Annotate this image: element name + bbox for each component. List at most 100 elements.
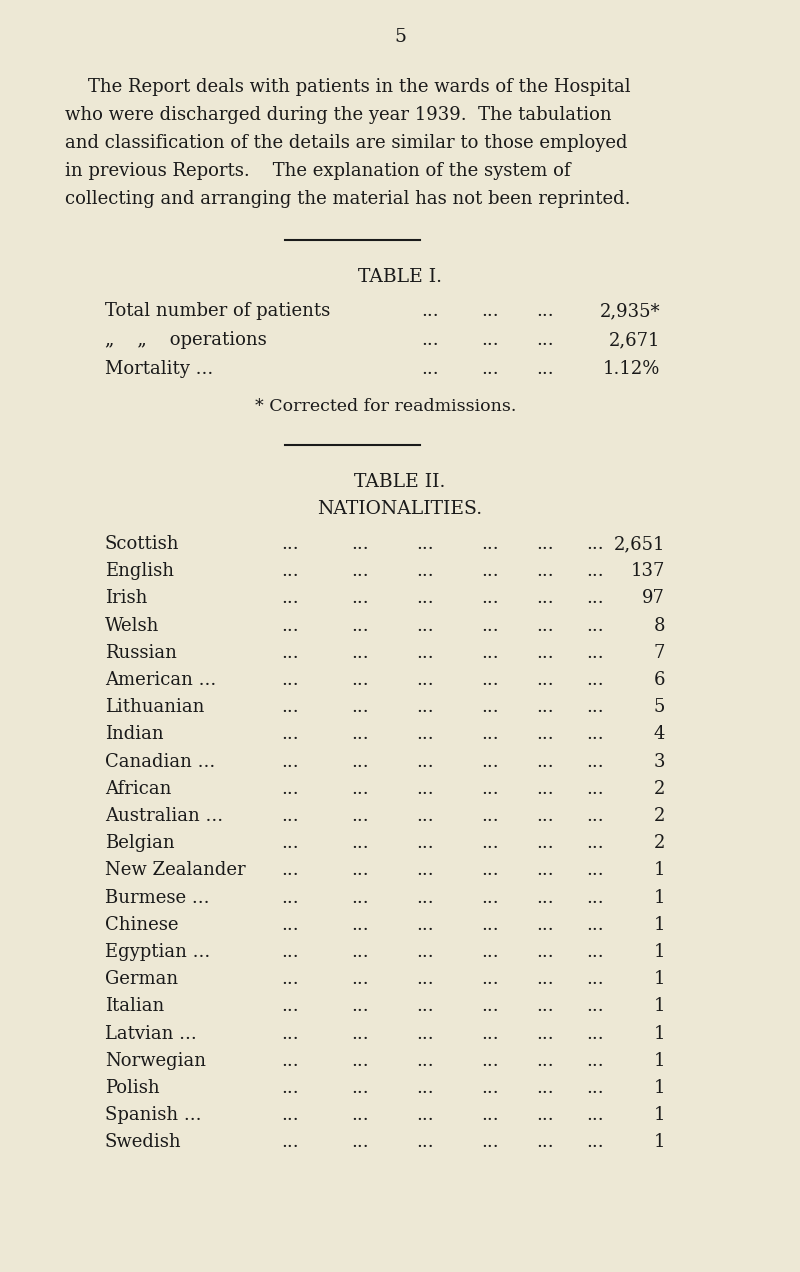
Text: 1: 1 (654, 1079, 665, 1096)
Text: 137: 137 (630, 562, 665, 580)
Text: ...: ... (281, 536, 299, 553)
Text: ...: ... (586, 1107, 604, 1124)
Text: Burmese ...: Burmese ... (105, 889, 210, 907)
Text: ...: ... (416, 834, 434, 852)
Text: ...: ... (586, 916, 604, 934)
Text: ...: ... (416, 753, 434, 771)
Text: ...: ... (536, 1133, 554, 1151)
Text: ...: ... (536, 997, 554, 1015)
Text: ...: ... (536, 562, 554, 580)
Text: ...: ... (351, 1052, 369, 1070)
Text: ...: ... (481, 834, 499, 852)
Text: ...: ... (536, 725, 554, 743)
Text: 2,651: 2,651 (614, 536, 665, 553)
Text: 2: 2 (654, 806, 665, 826)
Text: 1: 1 (654, 943, 665, 962)
Text: ...: ... (536, 331, 554, 349)
Text: ...: ... (481, 536, 499, 553)
Text: Chinese: Chinese (105, 916, 178, 934)
Text: Latvian ...: Latvian ... (105, 1025, 197, 1043)
Text: ...: ... (351, 725, 369, 743)
Text: Total number of patients: Total number of patients (105, 301, 330, 321)
Text: Spanish ...: Spanish ... (105, 1107, 202, 1124)
Text: ...: ... (536, 916, 554, 934)
Text: ...: ... (351, 1025, 369, 1043)
Text: ...: ... (586, 589, 604, 608)
Text: ...: ... (586, 997, 604, 1015)
Text: ...: ... (351, 753, 369, 771)
Text: ...: ... (536, 861, 554, 879)
Text: ...: ... (416, 1079, 434, 1096)
Text: ...: ... (481, 672, 499, 689)
Text: ...: ... (481, 1107, 499, 1124)
Text: ...: ... (351, 1133, 369, 1151)
Text: ...: ... (586, 617, 604, 635)
Text: ...: ... (586, 780, 604, 798)
Text: ...: ... (351, 536, 369, 553)
Text: ...: ... (586, 1052, 604, 1070)
Text: New Zealander: New Zealander (105, 861, 246, 879)
Text: ...: ... (481, 943, 499, 962)
Text: ...: ... (481, 780, 499, 798)
Text: ...: ... (351, 834, 369, 852)
Text: ...: ... (281, 943, 299, 962)
Text: 3: 3 (654, 753, 665, 771)
Text: ...: ... (481, 301, 499, 321)
Text: 2: 2 (654, 780, 665, 798)
Text: * Corrected for readmissions.: * Corrected for readmissions. (255, 398, 516, 415)
Text: African: African (105, 780, 171, 798)
Text: 1: 1 (654, 1025, 665, 1043)
Text: ...: ... (281, 1133, 299, 1151)
Text: ...: ... (416, 916, 434, 934)
Text: 1: 1 (654, 997, 665, 1015)
Text: 4: 4 (654, 725, 665, 743)
Text: in previous Reports.    The explanation of the system of: in previous Reports. The explanation of … (65, 162, 570, 181)
Text: who were discharged during the year 1939.  The tabulation: who were discharged during the year 1939… (65, 106, 612, 123)
Text: 1: 1 (654, 1107, 665, 1124)
Text: Norwegian: Norwegian (105, 1052, 206, 1070)
Text: ...: ... (586, 672, 604, 689)
Text: 2: 2 (654, 834, 665, 852)
Text: ...: ... (416, 617, 434, 635)
Text: ...: ... (481, 806, 499, 826)
Text: German: German (105, 971, 178, 988)
Text: ...: ... (586, 889, 604, 907)
Text: ...: ... (536, 943, 554, 962)
Text: Lithuanian: Lithuanian (105, 698, 204, 716)
Text: ...: ... (416, 780, 434, 798)
Text: ...: ... (536, 806, 554, 826)
Text: ...: ... (416, 943, 434, 962)
Text: ...: ... (536, 644, 554, 661)
Text: ...: ... (281, 997, 299, 1015)
Text: ...: ... (586, 753, 604, 771)
Text: 2,671: 2,671 (609, 331, 660, 349)
Text: Belgian: Belgian (105, 834, 174, 852)
Text: ...: ... (586, 1133, 604, 1151)
Text: ...: ... (281, 971, 299, 988)
Text: ...: ... (586, 806, 604, 826)
Text: ...: ... (416, 997, 434, 1015)
Text: 1: 1 (654, 971, 665, 988)
Text: ...: ... (536, 753, 554, 771)
Text: Italian: Italian (105, 997, 164, 1015)
Text: ...: ... (281, 1107, 299, 1124)
Text: ...: ... (351, 861, 369, 879)
Text: ...: ... (416, 725, 434, 743)
Text: ...: ... (281, 725, 299, 743)
Text: 6: 6 (654, 672, 665, 689)
Text: ...: ... (481, 861, 499, 879)
Text: 1: 1 (654, 1133, 665, 1151)
Text: ...: ... (351, 589, 369, 608)
Text: ...: ... (481, 725, 499, 743)
Text: English: English (105, 562, 174, 580)
Text: ...: ... (416, 644, 434, 661)
Text: ...: ... (281, 834, 299, 852)
Text: ...: ... (281, 1052, 299, 1070)
Text: ...: ... (416, 1052, 434, 1070)
Text: ...: ... (281, 698, 299, 716)
Text: ...: ... (351, 644, 369, 661)
Text: ...: ... (586, 834, 604, 852)
Text: ...: ... (416, 536, 434, 553)
Text: 8: 8 (654, 617, 665, 635)
Text: ...: ... (481, 1079, 499, 1096)
